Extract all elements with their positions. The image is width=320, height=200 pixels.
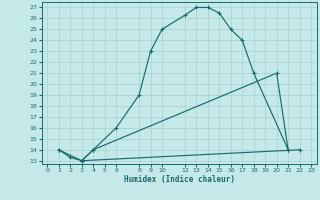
X-axis label: Humidex (Indice chaleur): Humidex (Indice chaleur) [124, 175, 235, 184]
